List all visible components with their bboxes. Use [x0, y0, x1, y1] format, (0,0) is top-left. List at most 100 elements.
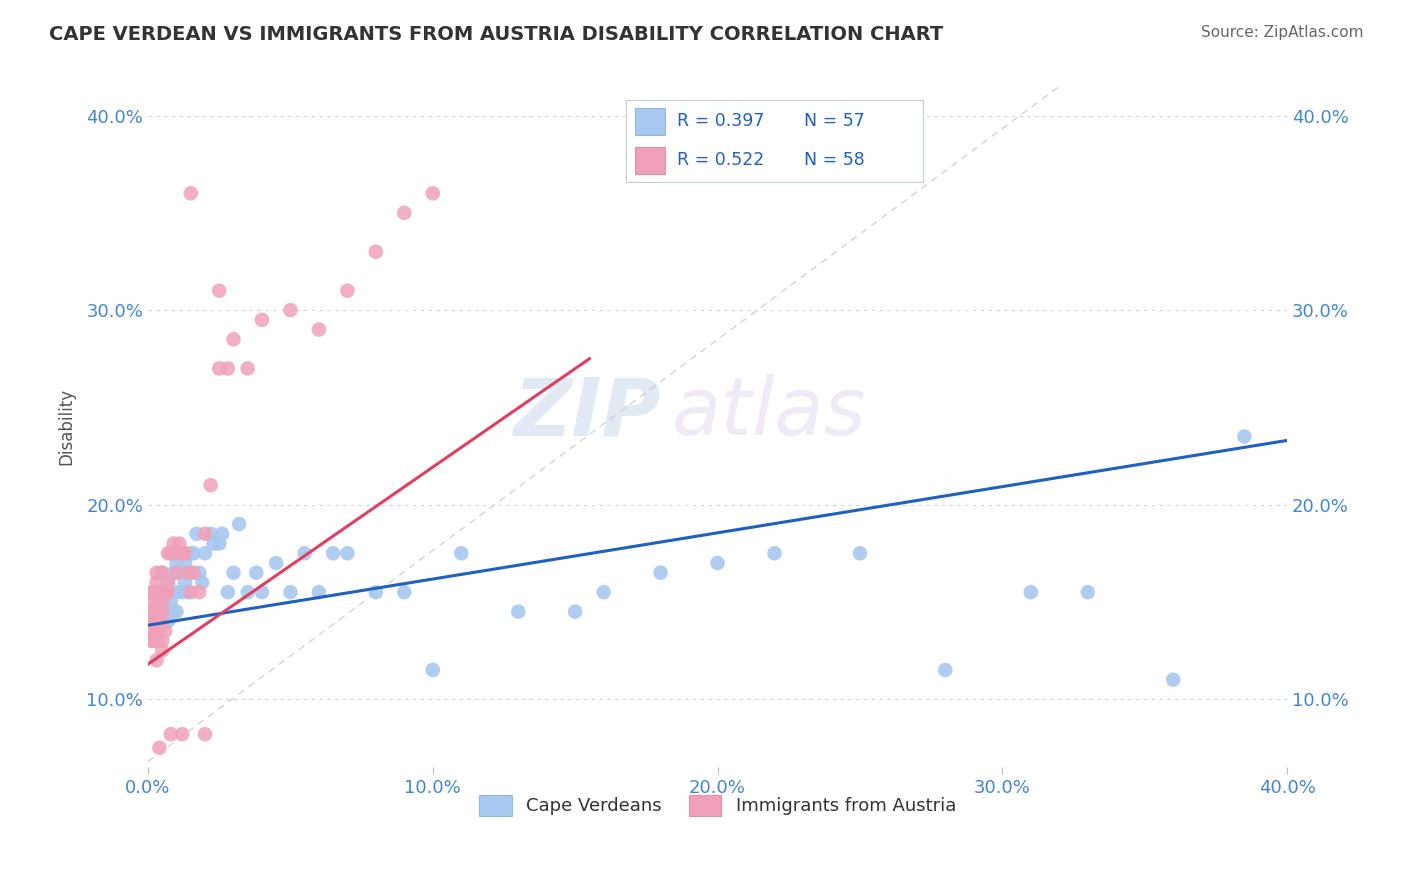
Point: [208, 361, 231, 376]
Point: [150, 615, 173, 629]
Point: [336, 546, 359, 560]
Point: [159, 595, 181, 609]
Point: [177, 585, 200, 599]
Point: [174, 575, 197, 590]
Point: [156, 575, 179, 590]
Point: [172, 585, 194, 599]
Point: [211, 526, 233, 541]
Point: [308, 322, 330, 336]
Y-axis label: Disability: Disability: [58, 388, 75, 466]
Point: [139, 615, 162, 629]
Point: [166, 546, 188, 560]
Point: [156, 575, 179, 590]
Point: [934, 663, 956, 677]
Point: [153, 624, 176, 638]
Point: [280, 303, 302, 318]
Point: [180, 566, 202, 580]
Point: [145, 575, 167, 590]
Point: [156, 615, 179, 629]
Point: [142, 595, 165, 609]
Point: [156, 585, 179, 599]
Point: [308, 585, 330, 599]
Point: [180, 186, 202, 201]
Point: [150, 566, 173, 580]
Point: [142, 585, 165, 599]
Point: [188, 585, 211, 599]
Point: [163, 536, 186, 550]
Point: [208, 284, 231, 298]
Point: [450, 546, 472, 560]
Point: [849, 546, 872, 560]
Text: Source: ZipAtlas.com: Source: ZipAtlas.com: [1201, 25, 1364, 40]
Point: [142, 605, 165, 619]
Point: [159, 546, 181, 560]
Point: [145, 633, 167, 648]
Text: atlas: atlas: [672, 374, 866, 452]
Point: [163, 566, 186, 580]
Text: CAPE VERDEAN VS IMMIGRANTS FROM AUSTRIA DISABILITY CORRELATION CHART: CAPE VERDEAN VS IMMIGRANTS FROM AUSTRIA …: [49, 25, 943, 44]
Point: [394, 585, 416, 599]
Point: [706, 556, 728, 570]
Point: [394, 206, 416, 220]
Point: [191, 575, 214, 590]
Point: [148, 585, 170, 599]
Point: [183, 566, 205, 580]
Point: [142, 633, 165, 648]
Point: [156, 546, 179, 560]
Point: [174, 556, 197, 570]
Point: [148, 615, 170, 629]
Point: [169, 536, 191, 550]
Point: [177, 566, 200, 580]
Legend: Cape Verdeans, Immigrants from Austria: Cape Verdeans, Immigrants from Austria: [472, 788, 963, 823]
Point: [1019, 585, 1042, 599]
Point: [250, 585, 273, 599]
Point: [142, 615, 165, 629]
Point: [166, 605, 188, 619]
Point: [150, 633, 173, 648]
Point: [364, 585, 387, 599]
Point: [222, 566, 245, 580]
Point: [169, 566, 191, 580]
Point: [145, 605, 167, 619]
Point: [188, 566, 211, 580]
Point: [159, 727, 181, 741]
Point: [166, 585, 188, 599]
Point: [145, 624, 167, 638]
Point: [250, 313, 273, 327]
Point: [1233, 429, 1256, 443]
Point: [564, 605, 586, 619]
Point: [217, 585, 239, 599]
Point: [174, 546, 197, 560]
Point: [322, 546, 344, 560]
Point: [145, 585, 167, 599]
Point: [763, 546, 786, 560]
Point: [200, 526, 222, 541]
Point: [194, 727, 217, 741]
Point: [145, 615, 167, 629]
Point: [180, 546, 202, 560]
Point: [150, 643, 173, 657]
Point: [148, 740, 170, 755]
Point: [1161, 673, 1184, 687]
Point: [139, 585, 162, 599]
Point: [364, 244, 387, 259]
Point: [153, 585, 176, 599]
Point: [186, 526, 208, 541]
Point: [294, 546, 316, 560]
Point: [245, 566, 267, 580]
Point: [650, 566, 672, 580]
Text: ZIP: ZIP: [513, 374, 661, 452]
Point: [1077, 585, 1099, 599]
Point: [163, 605, 186, 619]
Point: [202, 536, 225, 550]
Point: [150, 585, 173, 599]
Point: [508, 605, 530, 619]
Point: [208, 536, 231, 550]
Point: [280, 585, 302, 599]
Point: [236, 585, 259, 599]
Point: [145, 566, 167, 580]
Point: [194, 526, 217, 541]
Point: [148, 605, 170, 619]
Point: [222, 332, 245, 346]
Point: [592, 585, 614, 599]
